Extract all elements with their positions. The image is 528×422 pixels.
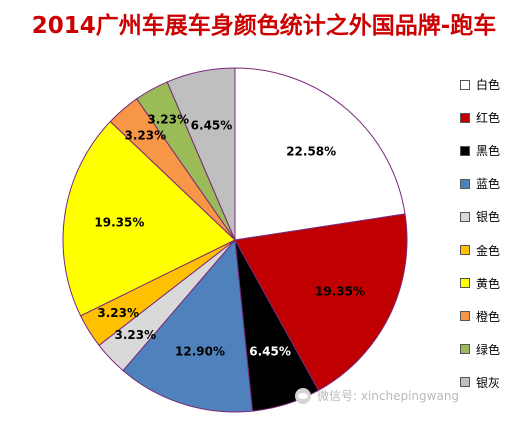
slice-data-label: 6.45% [191,118,233,132]
legend-swatch [460,377,470,388]
slice-data-label: 3.23% [97,306,139,320]
legend-item: 黑色 [460,134,524,167]
legend-item: 蓝色 [460,167,524,200]
legend-swatch [460,145,470,156]
slice-data-label: 3.23% [124,129,166,143]
legend-label: 绿色 [476,342,501,357]
watermark: 微信号: xinchepingwang [295,387,459,404]
legend-label: 黑色 [476,144,501,159]
legend-label: 银灰 [476,375,501,390]
watermark-text: 微信号: xinchepingwang [317,389,460,403]
legend-label: 橙色 [476,309,501,324]
slice-data-label: 6.45% [249,345,291,359]
pie-slice [122,238,254,413]
legend-swatch [460,211,470,222]
legend-swatch [460,245,470,256]
legend: 白色红色黑色蓝色银色金色黄色橙色绿色银灰 [460,68,524,399]
legend-item: 黄色 [460,267,524,300]
legend-swatch [460,178,470,189]
slice-data-label: 22.58% [286,144,336,158]
slice-data-label: 3.23% [147,113,189,127]
pie-slice [62,120,236,317]
legend-label: 黄色 [476,276,501,291]
slice-data-label: 19.35% [94,215,144,229]
legend-swatch [460,311,470,322]
wechat-icon [295,387,311,404]
legend-label: 银色 [476,210,501,225]
legend-swatch [460,344,470,355]
legend-label: 红色 [476,111,501,126]
pie-slice [234,213,408,392]
legend-item: 金色 [460,233,524,266]
slice-data-label: 3.23% [114,328,156,342]
legend-swatch [460,112,470,123]
slice-data-label: 12.90% [175,345,225,359]
pie-slice [234,67,406,241]
pie-slice [166,67,236,241]
legend-item: 红色 [460,101,524,134]
legend-swatch [460,278,470,289]
legend-item: 银色 [460,200,524,233]
legend-label: 金色 [476,243,501,258]
legend-label: 蓝色 [476,177,501,192]
legend-item: 白色 [460,68,524,101]
legend-item: 银灰 [460,366,524,399]
legend-item: 绿色 [460,333,524,366]
slice-data-label: 19.35% [315,285,365,299]
legend-label: 白色 [476,78,501,93]
chart-title: 2014广州车展车身颜色统计之外国品牌-跑车 [31,13,497,39]
legend-swatch [460,79,470,90]
legend-item: 橙色 [460,300,524,333]
